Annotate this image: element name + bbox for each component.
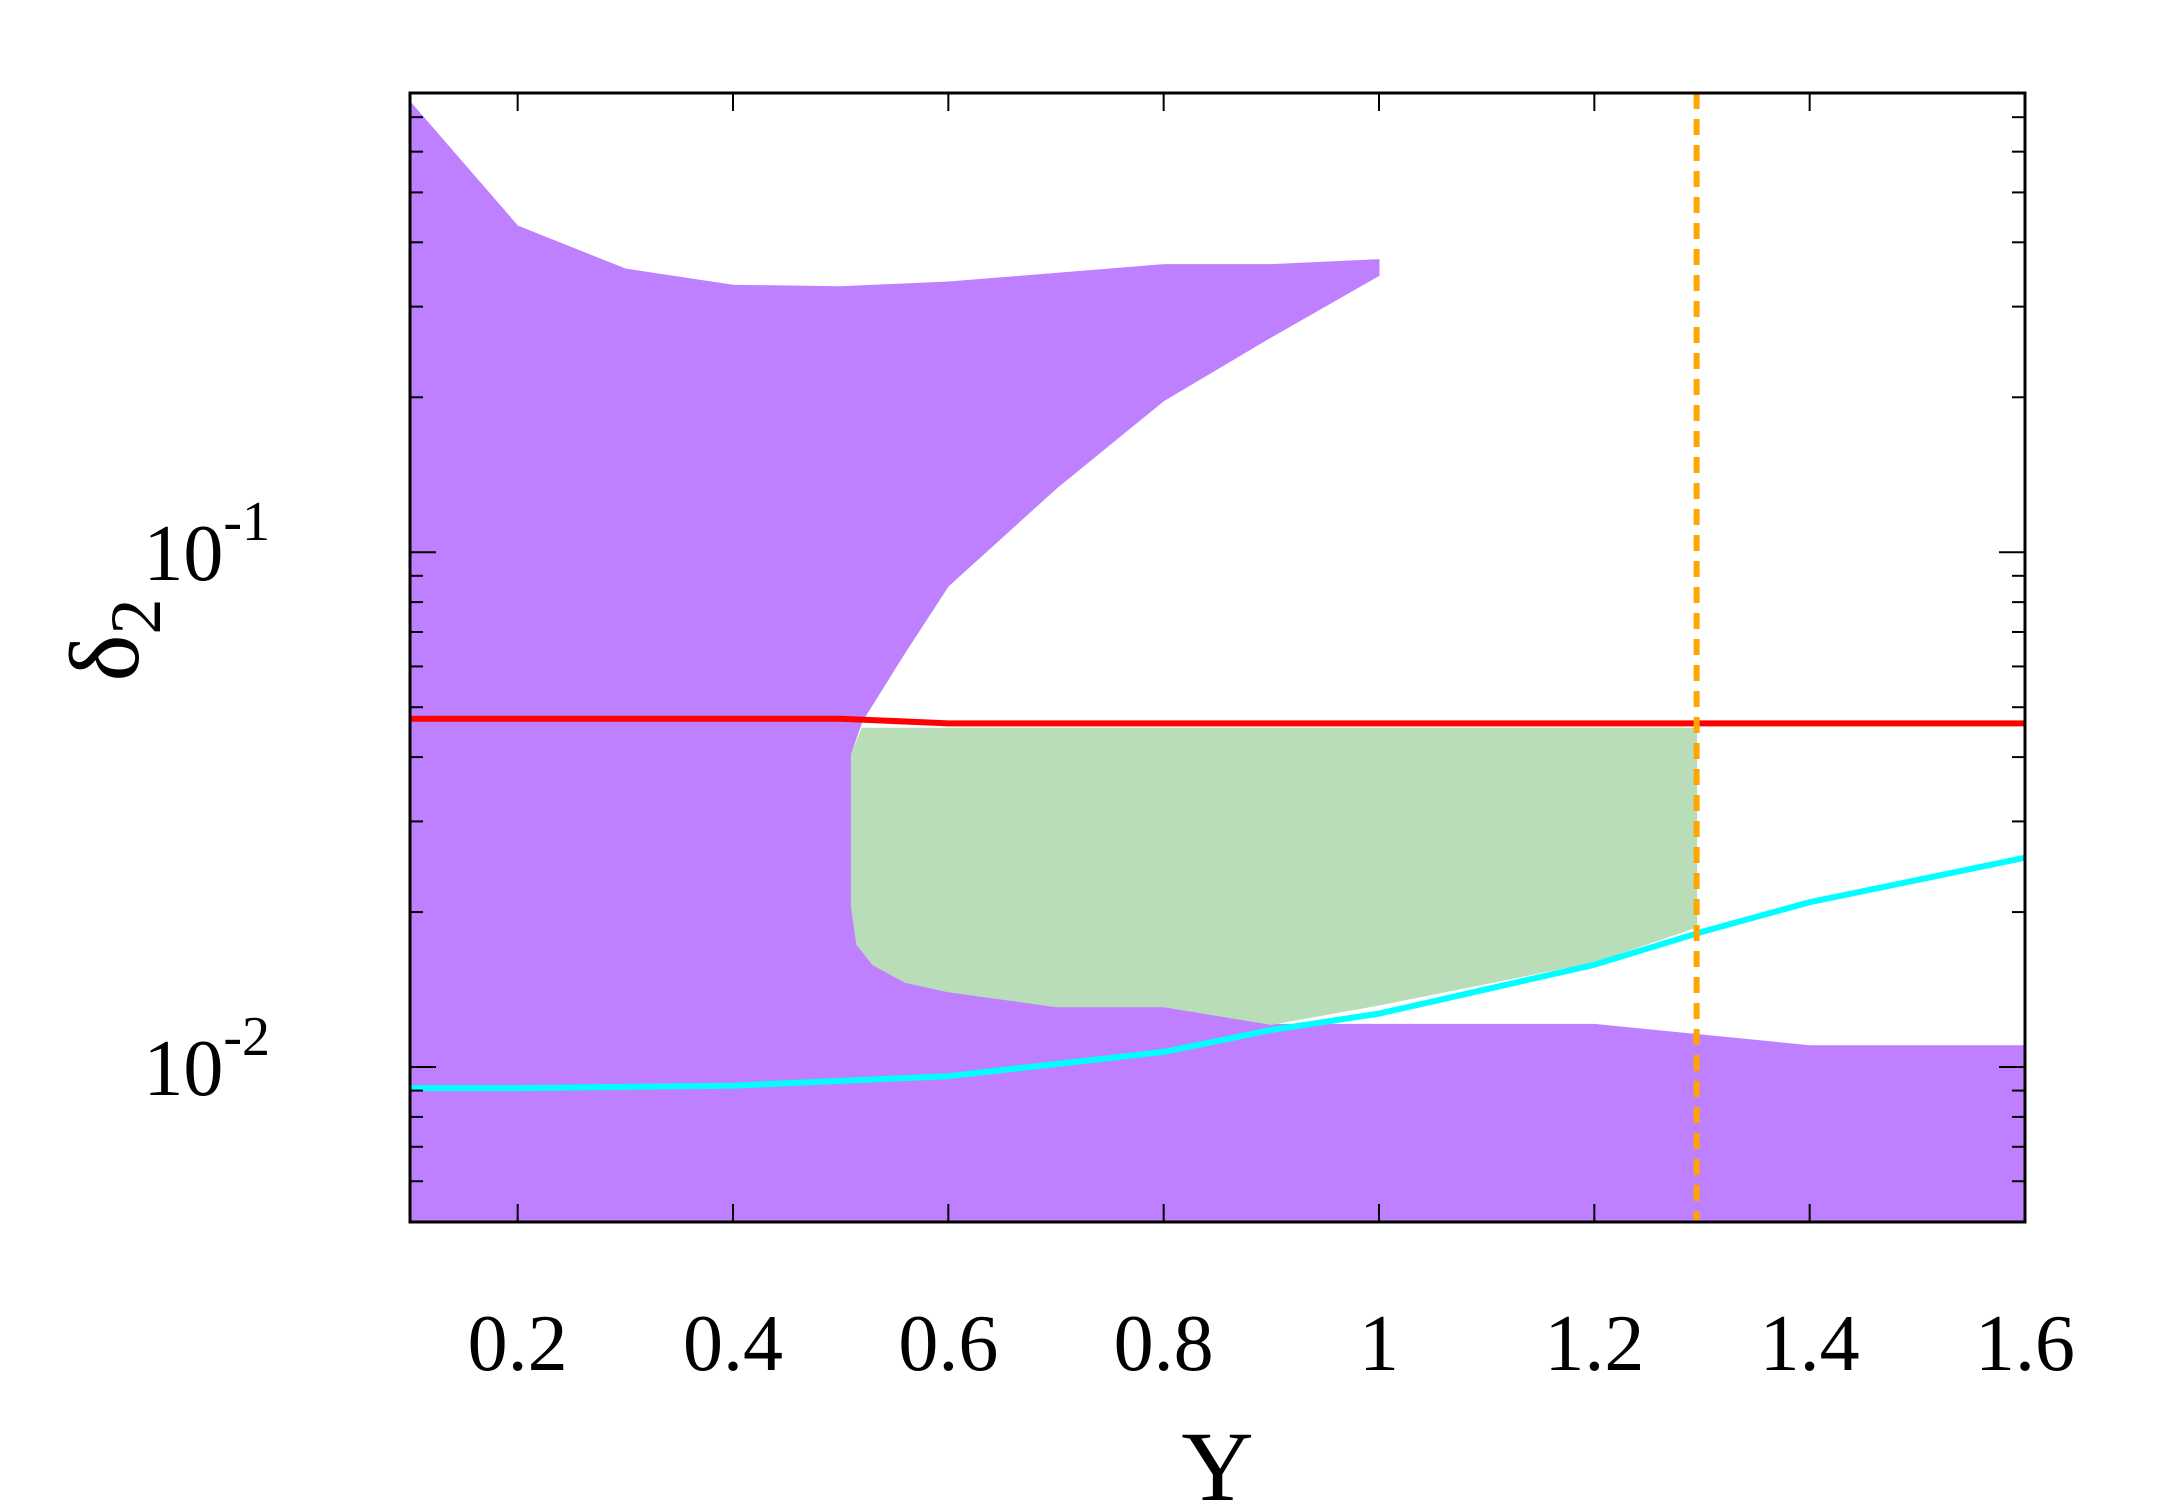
shaded-regions [409, 100, 2026, 1223]
x-tick-label: 1.6 [1975, 1300, 2075, 1388]
y-axis-title: δ2 [49, 598, 176, 681]
y-tick-label-base: 10 [143, 1025, 223, 1113]
y-tick-labels: 10-110-2 [143, 491, 270, 1113]
x-tick-label: 0.4 [683, 1300, 783, 1388]
x-tick-label: 1.4 [1760, 1300, 1860, 1388]
y-tick-label-exponent: -1 [223, 491, 270, 553]
y-tick-label: 10-1 [143, 491, 270, 598]
x-tick-label: 0.8 [1114, 1300, 1214, 1388]
series-line-1 [410, 854, 2026, 1092]
region-0 [409, 100, 2026, 1223]
plot-frame [408, 91, 2027, 1224]
region-1 [850, 727, 1698, 1025]
series-lines [410, 715, 2026, 1092]
x-tick-label: 0.6 [898, 1300, 998, 1388]
x-tick-label: 1 [1359, 1300, 1399, 1388]
y-tick-label-exponent: -2 [223, 1006, 270, 1068]
y-axis-title-subscript: 2 [96, 598, 176, 634]
x-tick-label: 1.2 [1544, 1300, 1644, 1388]
axis-ticks [410, 93, 2026, 1223]
x-tick-labels: 0.2 0.4 0.6 0.8 1 1.2 1.4 1.6 [468, 1300, 2075, 1388]
y-tick-label: 10-2 [143, 1006, 270, 1113]
y-tick-label-base: 10 [143, 510, 223, 598]
series-line-0 [410, 715, 2025, 727]
y-axis-title-symbol: δ [49, 634, 160, 681]
x-tick-label: 0.2 [468, 1300, 568, 1388]
x-axis-title: Y [1181, 1411, 1253, 1512]
